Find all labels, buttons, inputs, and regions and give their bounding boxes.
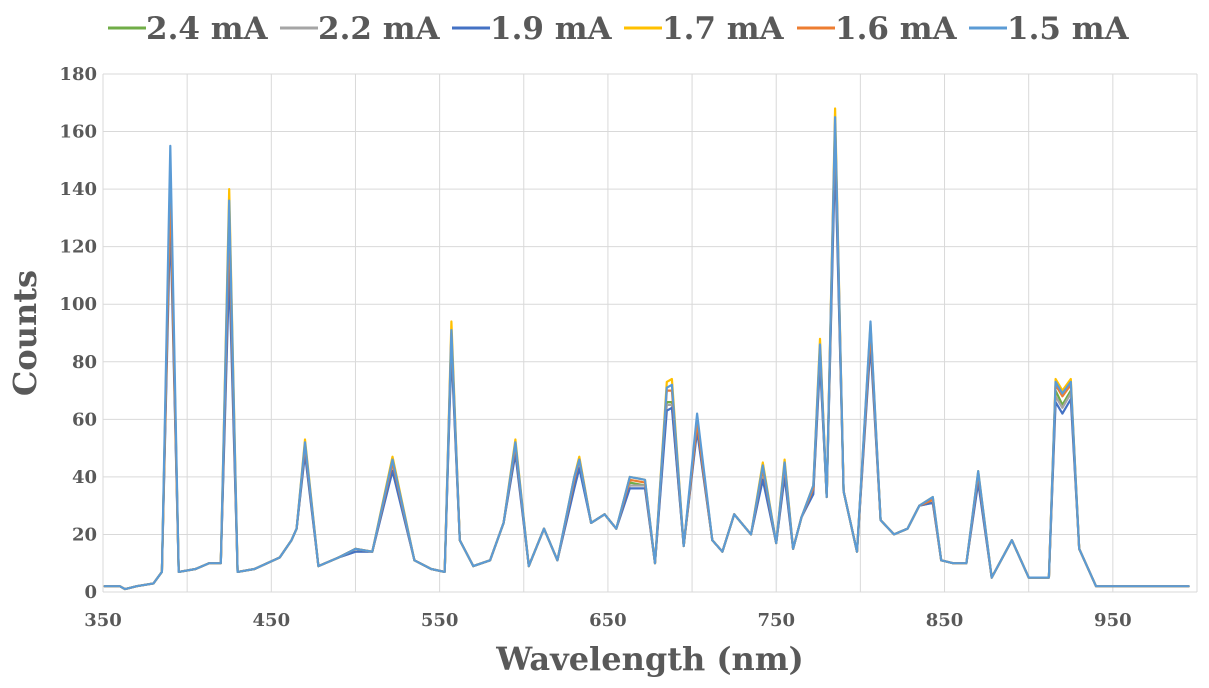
x-tick-label: 650 <box>589 610 627 631</box>
x-tick-label: 750 <box>757 610 795 631</box>
legend-label: 1.5 mA <box>1007 11 1130 47</box>
legend-label: 2.4 mA <box>146 11 269 47</box>
x-axis-ticks: 350 450 550 650 750 850 950 <box>84 610 1131 631</box>
y-tick-label: 120 <box>59 237 97 258</box>
legend-label: 1.6 mA <box>835 11 958 47</box>
y-tick-label: 80 <box>72 352 97 373</box>
y-tick-label: 180 <box>59 64 97 85</box>
x-tick-label: 450 <box>253 610 291 631</box>
y-tick-label: 140 <box>59 179 97 200</box>
legend-label: 2.2 mA <box>318 11 441 47</box>
series-line-1-6-ma <box>103 121 1190 591</box>
y-axis-title: Counts <box>6 270 44 396</box>
series-line-2-2-ma <box>103 144 1190 591</box>
x-tick-label: 350 <box>84 610 122 631</box>
x-axis-title: Wavelength (nm) <box>495 640 804 678</box>
y-axis-ticks: 0 20 40 60 80 100 120 140 160 180 <box>59 64 97 603</box>
y-tick-label: 100 <box>59 294 97 315</box>
series-line-1-5-ma <box>103 116 1190 591</box>
series-line-1-7-ma <box>103 107 1190 591</box>
series-line-2-4-ma <box>103 130 1190 591</box>
y-tick-label: 0 <box>84 582 97 603</box>
x-tick-label: 850 <box>926 610 964 631</box>
y-tick-label: 40 <box>72 467 97 488</box>
x-tick-label: 950 <box>1094 610 1132 631</box>
legend-label: 1.7 mA <box>662 11 785 47</box>
y-tick-label: 60 <box>72 409 97 430</box>
y-tick-label: 160 <box>59 122 97 143</box>
series-lines <box>103 107 1190 591</box>
legend-label: 1.9 mA <box>490 11 613 47</box>
x-tick-label: 550 <box>421 610 459 631</box>
legend: 2.4 mA 2.2 mA 1.9 mA 1.7 mA 1.6 mA 1.5 mA <box>108 11 1130 47</box>
gridlines <box>102 73 1198 593</box>
series-line-1-9-ma <box>103 153 1190 591</box>
y-tick-label: 20 <box>72 524 97 545</box>
